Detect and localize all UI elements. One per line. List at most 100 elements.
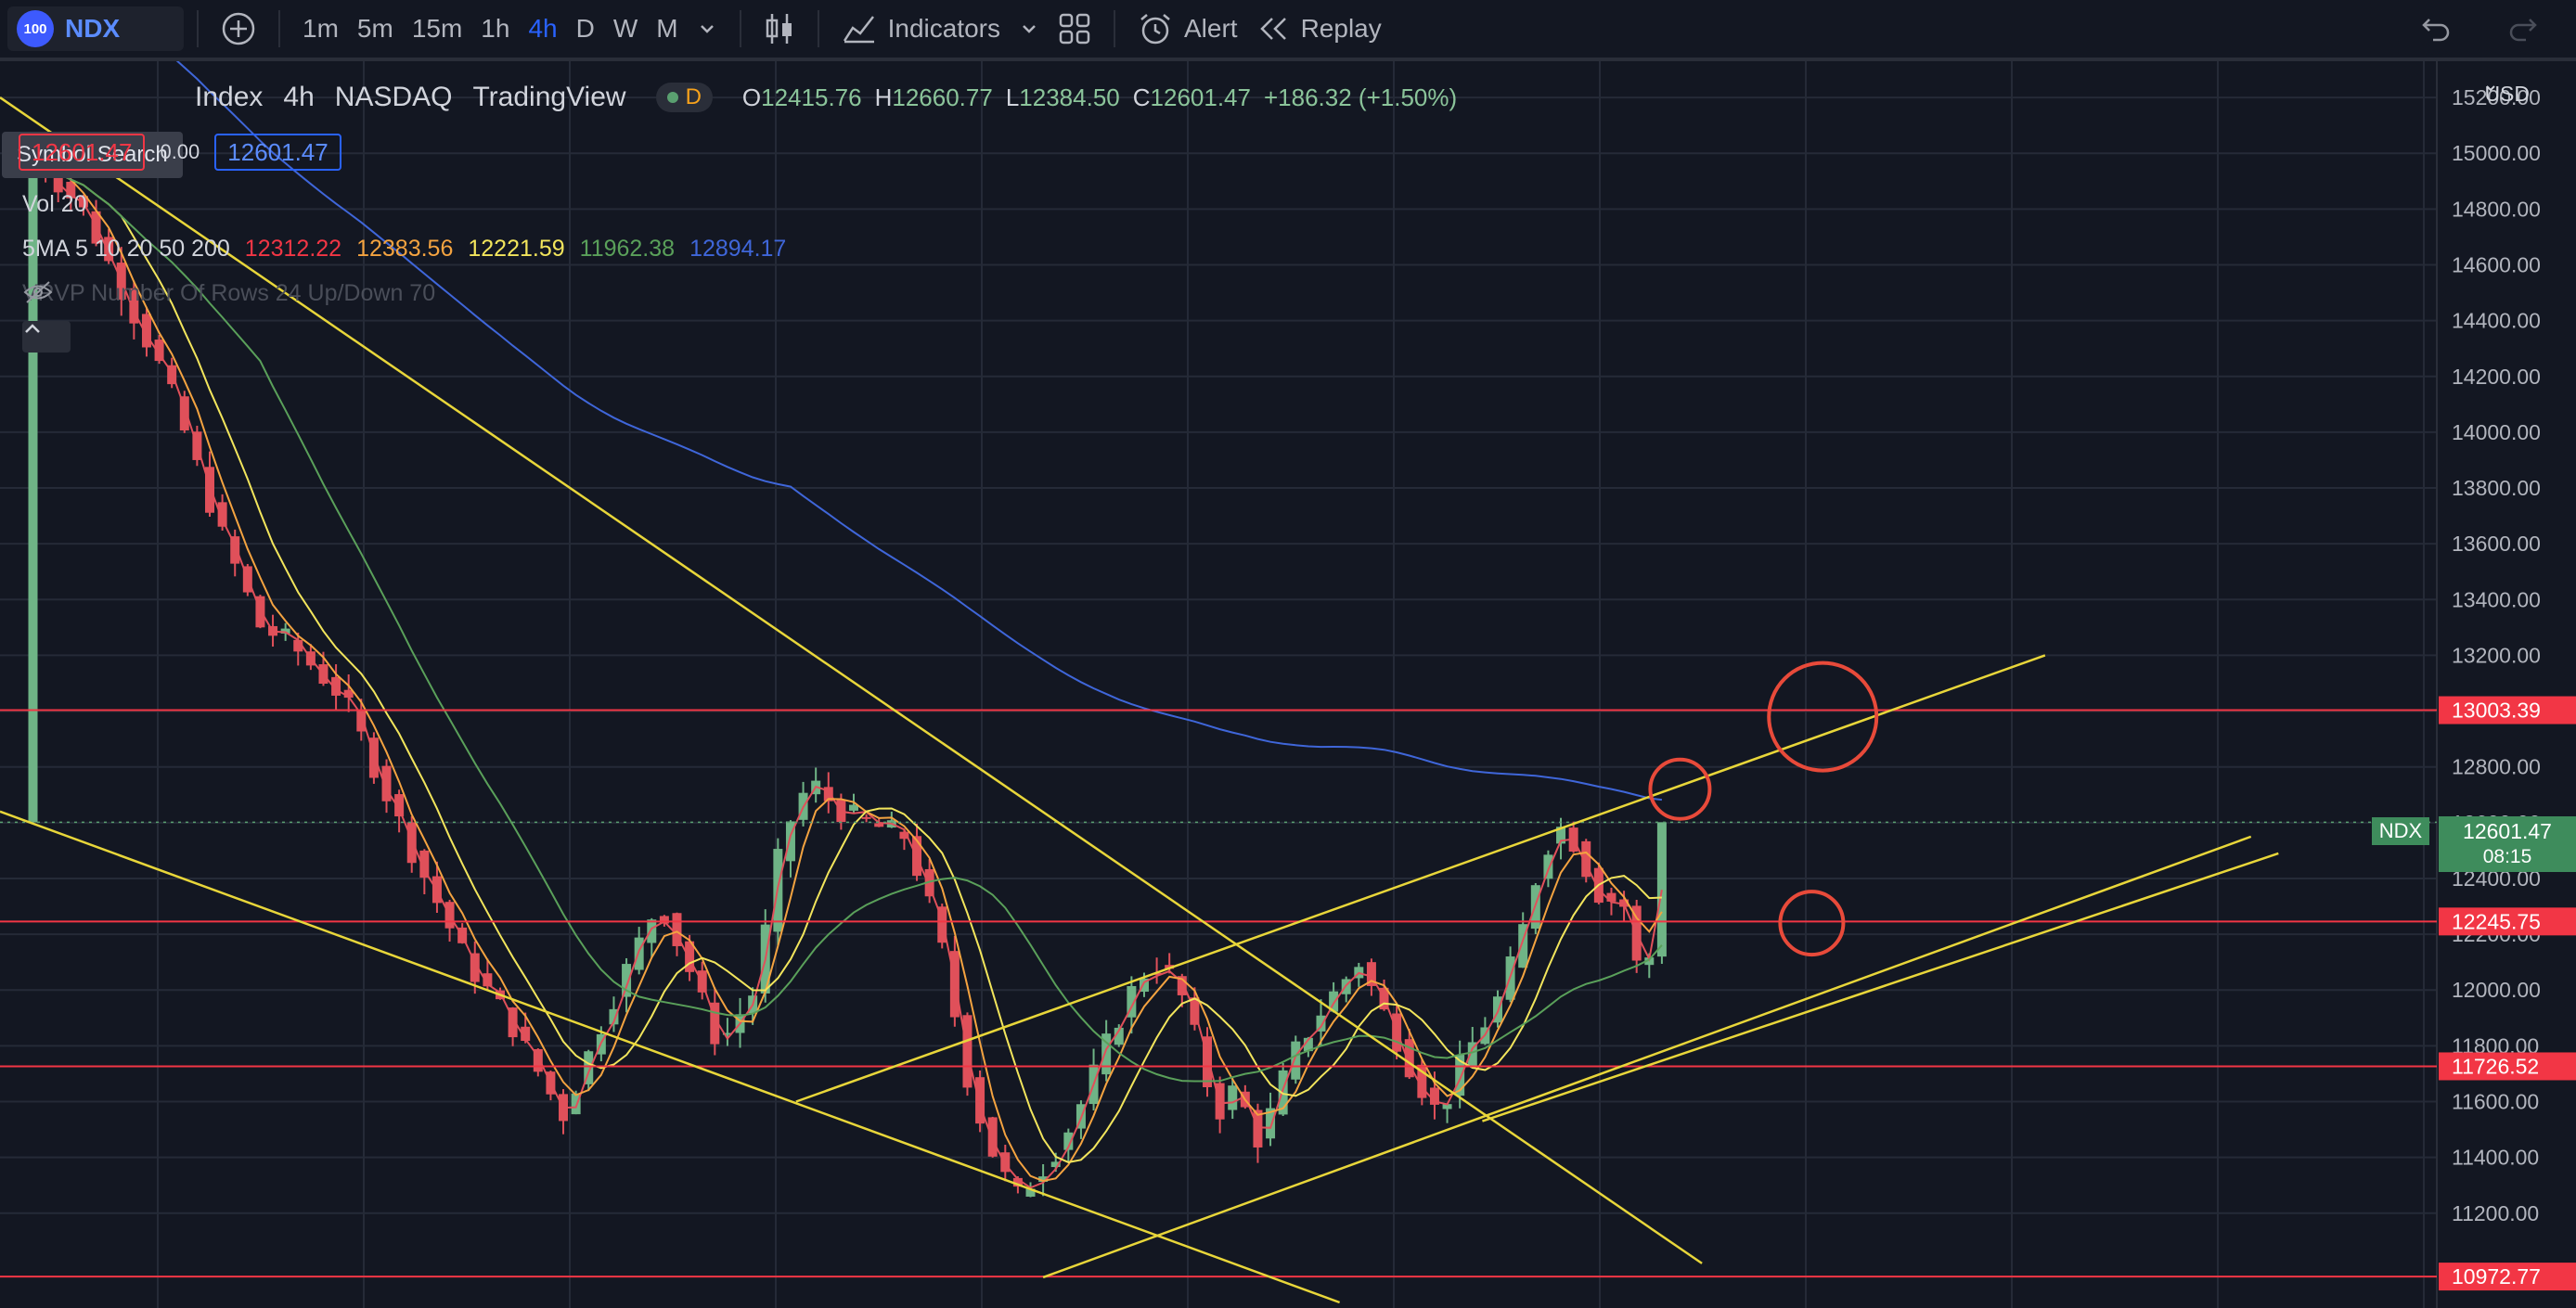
candle-down <box>1012 1177 1023 1187</box>
ma200-value: 12894.17 <box>689 236 787 262</box>
symbol-search-button[interactable]: 100 NDX <box>7 6 184 51</box>
collapse-legend-button[interactable] <box>22 321 71 353</box>
interval-5m-button[interactable]: 5m <box>356 14 393 43</box>
legend-title-row: Index 4h NASDAQ TradingView D O12415.76 … <box>195 82 1457 113</box>
undo-button[interactable] <box>2411 6 2461 51</box>
replay-icon <box>1259 18 1286 40</box>
price-tick-label: 13600.00 <box>2452 532 2541 556</box>
market-status-badge[interactable]: D <box>655 83 713 112</box>
moving-average-line-ma50 <box>32 152 1663 1083</box>
level-price-label: 12245.75 <box>2452 909 2541 933</box>
interval-M-button[interactable]: M <box>656 14 678 43</box>
level-price-label: 13003.39 <box>2452 699 2541 723</box>
candle-down <box>823 787 833 801</box>
legend-ohlc: O12415.76 H12660.77 L12384.50 C12601.47 … <box>742 83 1457 112</box>
ohlc-low: 12384.50 <box>1019 83 1120 111</box>
annotation-circle <box>1778 890 1846 957</box>
candle-down <box>874 823 884 827</box>
price-tick-label: 11200.00 <box>2452 1201 2539 1225</box>
ohlc-close: 12601.47 <box>1150 83 1251 111</box>
vrvp-legend[interactable]: VRVP Number Of Rows 24 Up/Down 70 <box>22 280 435 307</box>
candle-up <box>584 1051 594 1084</box>
candle-down <box>66 181 76 199</box>
price-tick-label: 11600.00 <box>2452 1090 2539 1114</box>
top-toolbar: 100 NDX 1m 5m 15m 1h 4h D W M Indicators <box>0 0 2576 61</box>
alert-button[interactable]: Alert <box>1128 6 1247 51</box>
candle-down <box>381 765 392 801</box>
price-chart[interactable]: 11200.0011400.0011600.0011800.0012000.00… <box>0 61 2576 1308</box>
interval-15m-button[interactable]: 15m <box>411 14 463 43</box>
candle-down <box>1253 1109 1263 1148</box>
interval-W-button[interactable]: W <box>612 14 638 43</box>
interval-1m-button[interactable]: 1m <box>303 14 339 43</box>
chevron-up-icon <box>25 324 40 333</box>
volume-label: Vol 20 <box>22 191 87 217</box>
interval-list: 1m 5m 15m 1h 4h D W M <box>293 6 688 51</box>
candle-down <box>356 709 367 732</box>
legend-interval: 4h <box>283 82 315 112</box>
market-status-dot-icon <box>666 92 678 103</box>
price-tick-label: 14000.00 <box>2452 420 2541 444</box>
currency-selector[interactable]: USD <box>2484 82 2530 107</box>
eye-hidden-icon[interactable] <box>22 280 54 304</box>
bar-countdown: 08:15 <box>2482 846 2532 867</box>
symbol-logo-icon: 100 <box>17 10 54 47</box>
redo-button[interactable] <box>2498 6 2548 51</box>
candle-up <box>1063 1132 1074 1150</box>
candle-up <box>1278 1070 1288 1115</box>
interval-4h-button[interactable]: 4h <box>528 14 558 43</box>
trendline <box>1042 835 2252 1279</box>
volume-legend[interactable]: Vol 20 <box>22 191 87 218</box>
candle-down <box>685 941 695 972</box>
indicators-label: Indicators <box>887 14 1000 43</box>
candles-icon <box>766 14 792 44</box>
candle-up <box>1038 1176 1049 1183</box>
ma5-value: 12312.22 <box>244 236 342 262</box>
buy-price-button[interactable]: 12601.47 <box>214 134 341 171</box>
candle-up <box>1442 1104 1452 1109</box>
candle-down <box>987 1117 998 1157</box>
annotation-circle <box>1648 757 1712 821</box>
sell-price-button[interactable]: 12601.47 <box>19 134 146 171</box>
candle-down <box>230 536 240 564</box>
candle-down <box>104 237 114 262</box>
candle-up <box>1228 1085 1238 1110</box>
layout-button[interactable] <box>1049 6 1101 51</box>
candle-down <box>1404 1039 1414 1078</box>
layout-grid-icon <box>1059 13 1090 45</box>
interval-1h-button[interactable]: 1h <box>481 14 510 43</box>
indicators-dropdown-button[interactable] <box>1010 6 1049 51</box>
indicators-button[interactable]: Indicators <box>832 6 1010 51</box>
chart-type-button[interactable] <box>754 6 805 51</box>
candle-up <box>1543 854 1553 879</box>
ma-label: 5MA 5 10 20 50 200 <box>22 236 230 262</box>
candle-down <box>521 1026 531 1042</box>
candle-up <box>1266 1108 1276 1139</box>
interval-dropdown-button[interactable] <box>688 6 727 51</box>
ma-legend[interactable]: 5MA 5 10 20 50 200 12312.22 12383.56 122… <box>22 236 786 263</box>
candle-up <box>1644 957 1655 966</box>
redo-icon <box>2509 19 2537 42</box>
level-price-badge <box>2439 1052 2576 1081</box>
candle-up <box>1101 1033 1112 1075</box>
moving-average-line-ma5 <box>32 152 1663 1189</box>
moving-average-line-ma10 <box>32 152 1663 1183</box>
price-tick-label: 14800.00 <box>2452 197 2541 221</box>
compare-add-button[interactable] <box>212 6 265 51</box>
candle-up <box>280 628 290 634</box>
price-tick-label: 12000.00 <box>2452 978 2541 1002</box>
candle-up <box>634 937 644 970</box>
replay-button[interactable]: Replay <box>1247 6 1391 51</box>
price-tick-label: 14200.00 <box>2452 365 2541 389</box>
candle-down <box>1606 892 1616 902</box>
candle-down <box>293 639 303 652</box>
candle-up <box>785 821 795 862</box>
candle-down <box>53 167 63 193</box>
alarm-clock-icon <box>1140 14 1170 45</box>
candle-down <box>1366 962 1376 986</box>
price-tick-label: 15200.00 <box>2452 85 2541 109</box>
chart-pane[interactable]: 11200.00 11400.00 11600.00 11800.00 12000.00… <box>0 61 2576 1308</box>
interval-D-button[interactable]: D <box>575 14 595 43</box>
candle-up <box>622 964 632 997</box>
candle-down <box>129 288 139 324</box>
